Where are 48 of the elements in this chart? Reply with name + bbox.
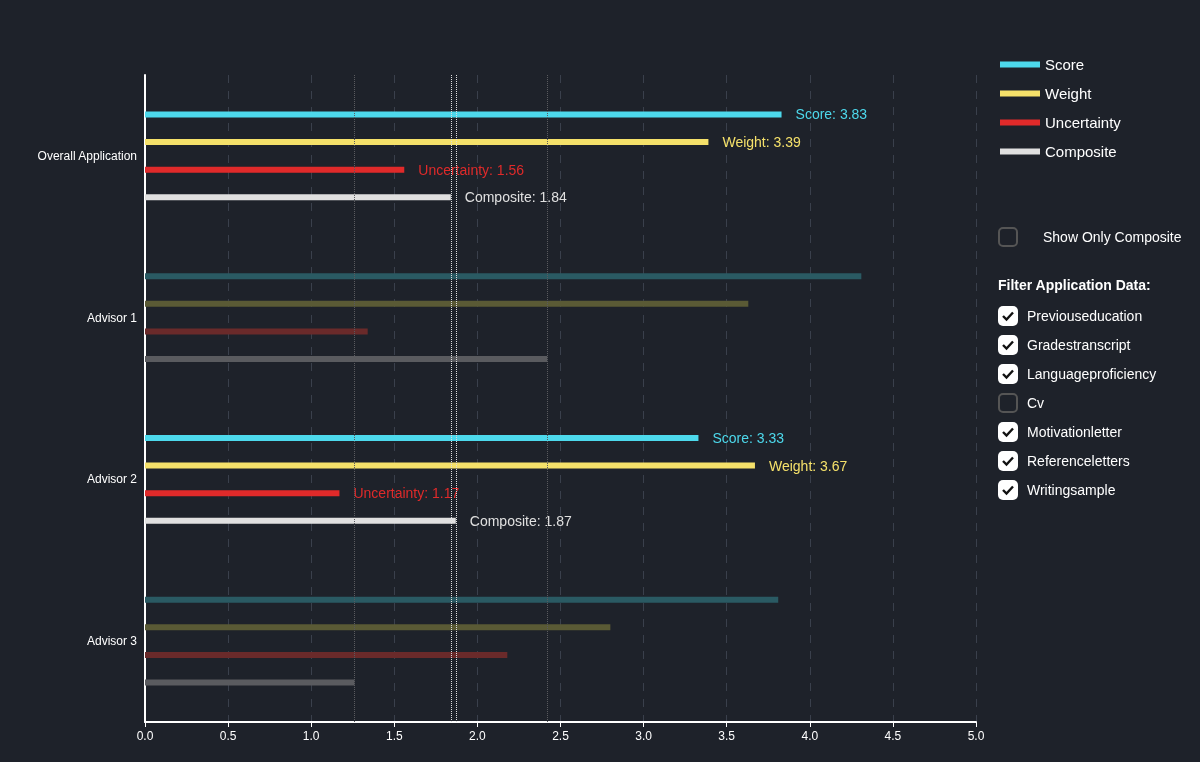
- data-label: Composite: 1.87: [469, 512, 572, 529]
- bar: [145, 651, 508, 658]
- text: Show Only Composite: [1043, 228, 1182, 245]
- text: Languageproficiency: [1027, 365, 1157, 382]
- text: Motivationletter: [1027, 423, 1122, 440]
- data-label: Weight: 3.67: [768, 457, 848, 474]
- legend-label: Composite: [1045, 143, 1117, 160]
- text: Cv: [1027, 394, 1045, 411]
- text: Referenceletters: [1027, 452, 1130, 469]
- bar: [145, 139, 709, 146]
- data-label: Score: 3.33: [712, 429, 785, 446]
- x-tick-label: 3.0: [635, 729, 653, 743]
- bar: [145, 434, 699, 441]
- x-tick-label: 5.0: [967, 729, 985, 743]
- legend-label: Uncertainty: [1045, 114, 1122, 131]
- text: Writingsample: [1027, 481, 1116, 498]
- text: Previouseducation: [1027, 307, 1143, 324]
- bar: [145, 490, 340, 497]
- text: Gradestranscript: [1027, 336, 1131, 353]
- data-label: Weight: 3.39: [722, 134, 801, 151]
- data-label: Score: 3.83: [795, 106, 868, 123]
- legend-label: Weight: [1045, 85, 1093, 102]
- y-tick-label: Advisor 1: [86, 310, 138, 325]
- x-tick-label: 2.5: [552, 729, 570, 743]
- x-tick-label: 0.0: [136, 729, 154, 743]
- x-tick-label: 1.5: [385, 729, 403, 743]
- y-tick-label: Overall Application: [37, 148, 137, 163]
- x-tick-label: 1.0: [302, 729, 320, 743]
- x-tick-label: 4.5: [884, 729, 902, 743]
- y-tick-label: Advisor 2: [86, 472, 138, 487]
- x-tick-label: 0.5: [219, 729, 237, 743]
- bar: [145, 273, 862, 280]
- bar: [145, 328, 368, 335]
- legend-label: Score: [1045, 56, 1085, 73]
- bar: [145, 300, 749, 307]
- x-tick-label: 2.0: [469, 729, 487, 743]
- bar: [145, 624, 611, 631]
- data-label: Uncertainty: 1.56: [418, 161, 525, 178]
- text: Filter Application Data:: [998, 277, 1152, 293]
- data-label: Composite: 1.84: [464, 189, 567, 206]
- bar: [145, 111, 782, 118]
- bar: [145, 596, 779, 603]
- x-tick-label: 3.5: [718, 729, 736, 743]
- y-tick-label: Advisor 3: [86, 634, 138, 649]
- bar: [145, 166, 405, 173]
- bar: [145, 462, 755, 469]
- x-tick-label: 4.0: [801, 729, 819, 743]
- data-label: Uncertainty: 1.17: [353, 485, 460, 502]
